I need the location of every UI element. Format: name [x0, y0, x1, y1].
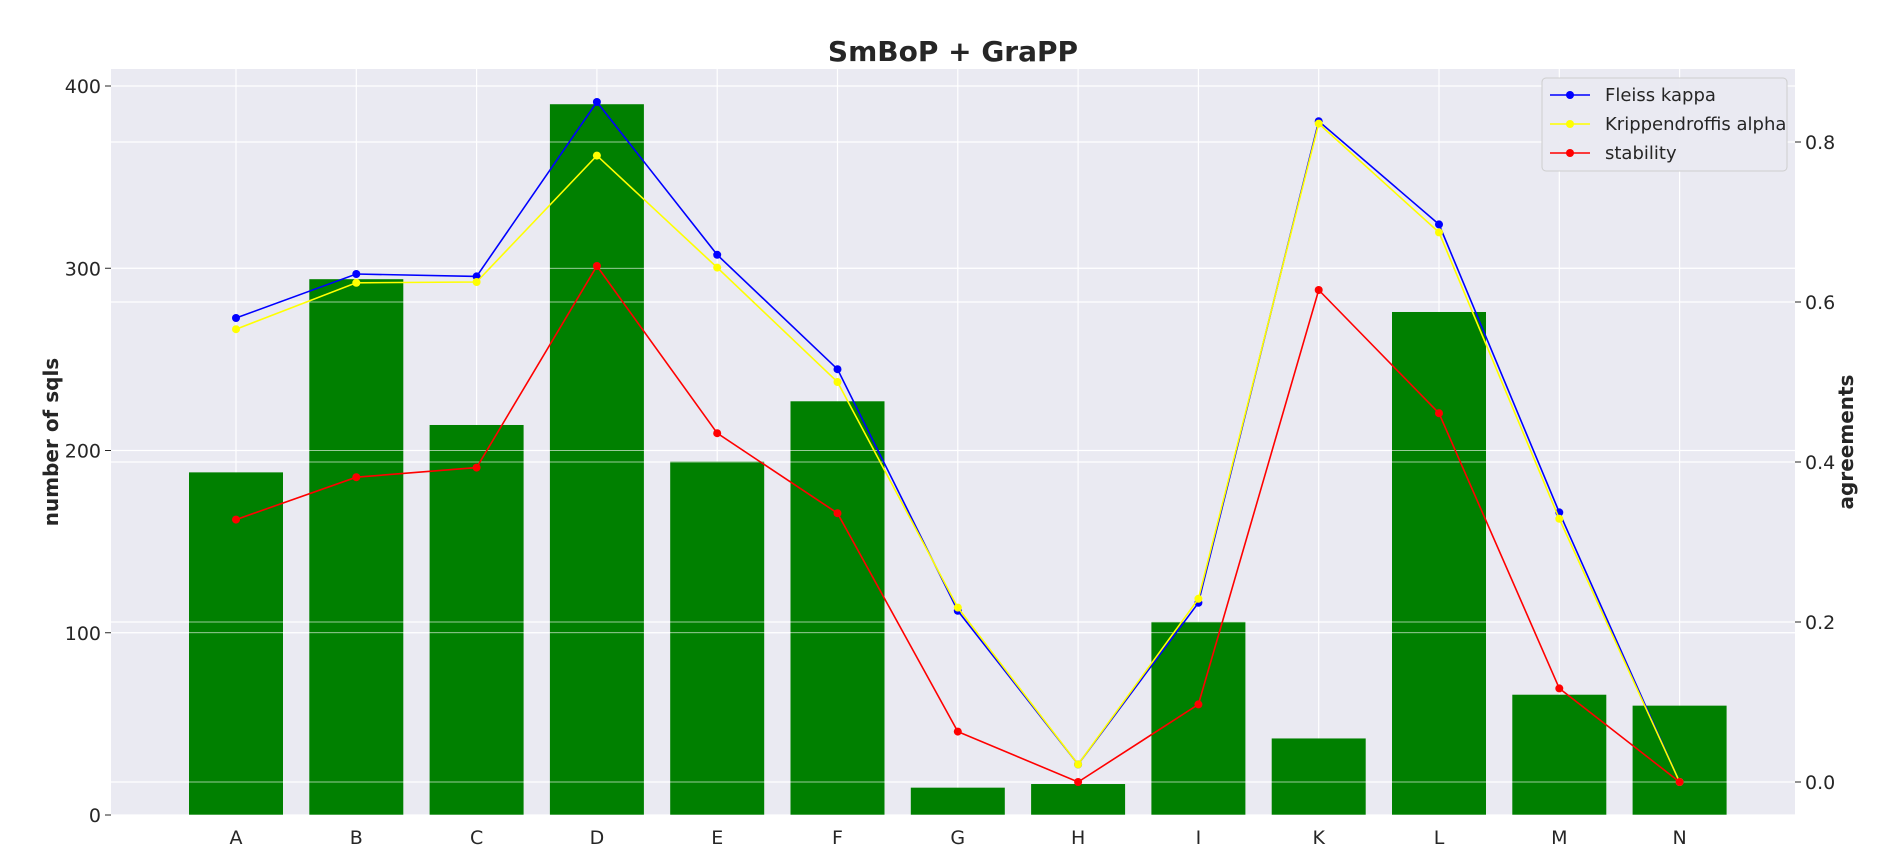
- point-krippendroffis-alpha-C: [472, 278, 481, 286]
- x-tick-label: A: [230, 827, 243, 849]
- point-stability-C: [472, 463, 481, 472]
- bar-E: [670, 461, 765, 815]
- y-tick-label-left: 300: [65, 258, 101, 280]
- point-stability-E: [713, 429, 722, 438]
- point-stability-D: [592, 262, 601, 270]
- y-axis-right-label: agreements: [1834, 375, 1858, 510]
- x-tick-label: M: [1551, 827, 1567, 849]
- legend-label-krippendroffis-alpha: Krippendroffis alpha: [1605, 114, 1786, 135]
- point-krippendroffis-alpha-A: [232, 325, 240, 334]
- point-stability-B: [352, 473, 361, 482]
- point-stability-F: [833, 509, 842, 518]
- x-tick-label: C: [470, 827, 483, 849]
- bar-G: [910, 787, 1005, 815]
- point-fleiss-kappa-B: [352, 270, 361, 278]
- point-krippendroffis-alpha-D: [592, 151, 601, 160]
- point-fleiss-kappa-F: [833, 365, 842, 374]
- point-stability-H: [1074, 778, 1083, 786]
- point-krippendroffis-alpha-K: [1314, 119, 1323, 128]
- bar-A: [189, 472, 283, 815]
- x-tick-label: G: [950, 827, 965, 849]
- bar-C: [429, 424, 524, 815]
- point-stability-I: [1194, 700, 1203, 709]
- y-tick-label-right: 0.6: [1805, 292, 1835, 314]
- bar-I: [1151, 621, 1246, 815]
- point-fleiss-kappa-A: [232, 314, 240, 322]
- y-axis-left-label: number of sqls: [39, 358, 63, 526]
- line-series: [232, 98, 1684, 786]
- x-tick-label: L: [1434, 827, 1445, 849]
- legend-label-stability: stability: [1605, 143, 1677, 164]
- legend-box: [1541, 77, 1788, 172]
- x-tick-label: K: [1312, 827, 1325, 849]
- point-krippendroffis-alpha-F: [833, 378, 842, 386]
- point-fleiss-kappa-C: [472, 272, 481, 281]
- chart-title: SmBoP + GraPP: [828, 35, 1078, 68]
- legend-marker-stability: [1566, 149, 1574, 157]
- legend-marker-krippendroffis-alpha: [1566, 120, 1574, 128]
- point-stability-L: [1435, 409, 1443, 418]
- x-tick-label: N: [1672, 827, 1686, 849]
- y-tick-label-left: 0: [89, 805, 101, 827]
- point-stability-G: [953, 727, 962, 736]
- y-tick-label-right: 0.8: [1805, 132, 1835, 154]
- point-stability-M: [1555, 684, 1564, 693]
- point-fleiss-kappa-E: [713, 250, 722, 259]
- bar-M: [1512, 694, 1607, 815]
- y-axis-right-ticks: 0.0 0.2 0.4 0.6 0.8: [1795, 132, 1835, 794]
- bar-B: [309, 279, 404, 815]
- x-tick-label: I: [1196, 827, 1202, 849]
- point-krippendroffis-alpha-E: [713, 263, 722, 272]
- point-fleiss-kappa-D: [592, 98, 601, 106]
- point-krippendroffis-alpha-H: [1074, 760, 1083, 769]
- y-axis-left-ticks: 0 100 200 300 400: [65, 76, 111, 827]
- bar-H: [1031, 784, 1126, 815]
- point-krippendroffis-alpha-B: [352, 278, 361, 287]
- y-tick-label-left: 200: [65, 441, 101, 463]
- point-stability-K: [1314, 286, 1323, 294]
- y-tick-label-right: 0.2: [1805, 612, 1835, 634]
- bar-N: [1632, 705, 1727, 815]
- point-krippendroffis-alpha-G: [953, 603, 962, 612]
- bar-K: [1271, 738, 1366, 815]
- y-tick-label-left: 400: [65, 76, 101, 98]
- y-tick-label-right: 0.4: [1805, 452, 1835, 474]
- bar-F: [790, 401, 885, 815]
- x-tick-label: D: [590, 827, 605, 849]
- legend-marker-fleiss-kappa: [1566, 91, 1574, 99]
- point-fleiss-kappa-L: [1435, 220, 1443, 229]
- point-krippendroffis-alpha-M: [1555, 514, 1564, 523]
- y-tick-label-left: 100: [65, 623, 101, 645]
- point-krippendroffis-alpha-I: [1194, 594, 1203, 603]
- bar-L: [1392, 311, 1486, 815]
- x-tick-label: H: [1071, 827, 1085, 849]
- bar-series: [111, 85, 1795, 816]
- legend-label-fleiss-kappa: Fleiss kappa: [1605, 85, 1716, 106]
- x-tick-label: F: [832, 827, 843, 849]
- point-stability-A: [232, 515, 240, 524]
- x-tick-label: B: [350, 827, 363, 849]
- point-stability-N: [1675, 778, 1684, 786]
- y-tick-label-right: 0.0: [1805, 772, 1835, 794]
- legend: Fleiss kappa Krippendroffis alpha stabilit…: [1541, 77, 1788, 172]
- x-tick-label: E: [711, 827, 723, 849]
- point-krippendroffis-alpha-L: [1435, 228, 1443, 237]
- bar-D: [549, 104, 644, 816]
